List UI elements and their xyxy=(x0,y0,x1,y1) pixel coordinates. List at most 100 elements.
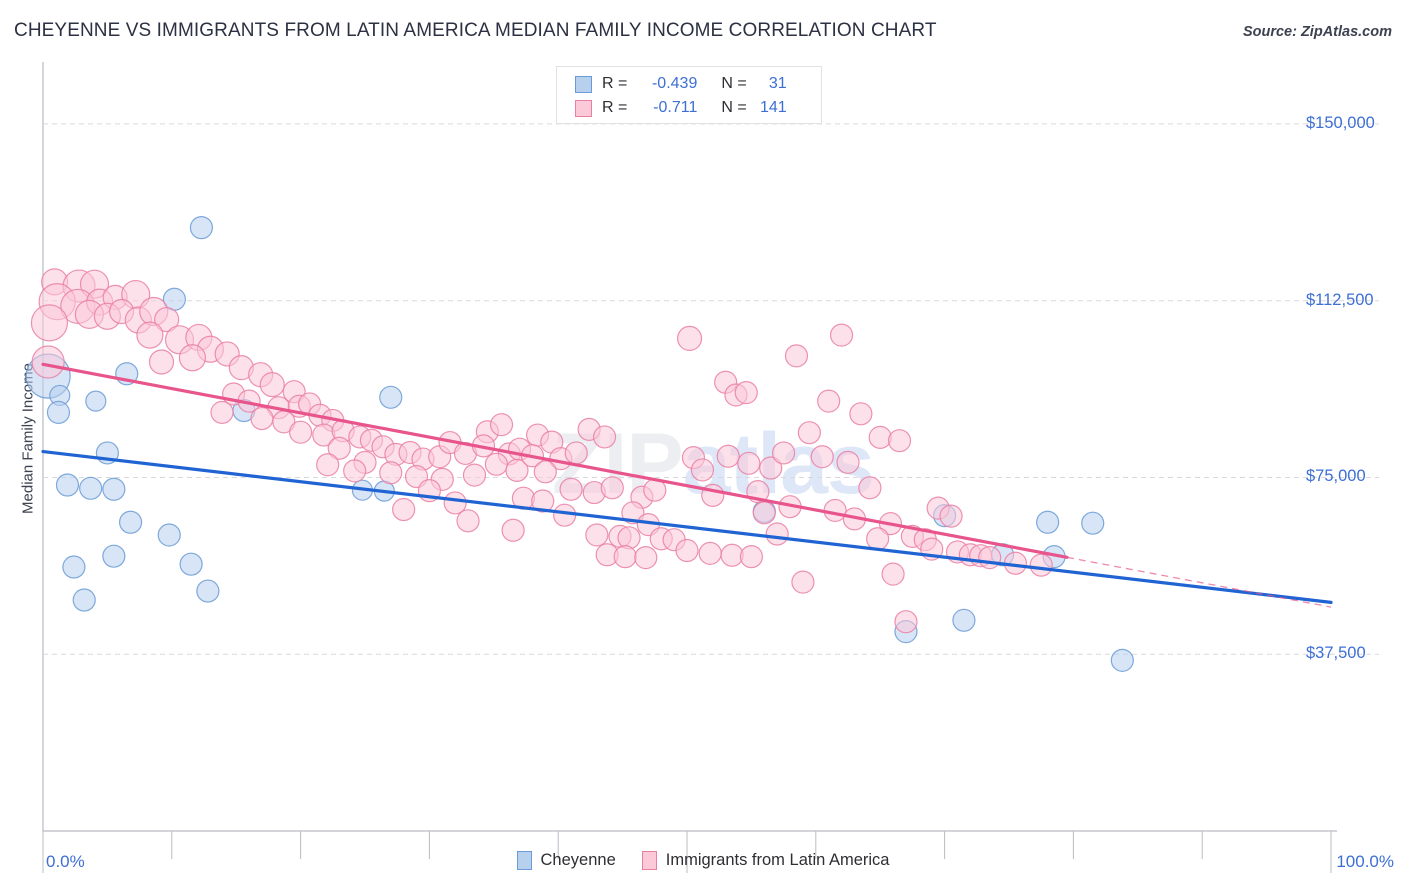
data-point xyxy=(136,321,164,349)
n-label-immigrants: N = xyxy=(721,99,747,116)
data-point xyxy=(690,458,715,482)
data-point xyxy=(196,579,220,603)
chart-legend: Cheyenne Immigrants from Latin America xyxy=(0,851,1406,870)
data-point xyxy=(849,402,873,426)
data-point xyxy=(501,518,525,542)
data-point xyxy=(698,541,722,565)
data-point xyxy=(797,421,821,445)
data-point xyxy=(1029,553,1053,577)
data-point xyxy=(178,344,207,372)
trendline-immigrants xyxy=(41,362,1069,559)
legend-item-immigrants[interactable]: Immigrants from Latin America xyxy=(641,851,890,870)
data-point xyxy=(79,476,103,500)
data-point xyxy=(858,476,882,500)
data-point xyxy=(157,523,181,547)
data-point xyxy=(1110,648,1134,672)
data-point xyxy=(737,451,761,475)
page-title: CHEYENNE VS IMMIGRANTS FROM LATIN AMERIC… xyxy=(14,20,937,41)
stat-row-cheyenne: R = -0.439 N = 31 xyxy=(557,72,821,96)
data-point xyxy=(894,610,918,634)
y-tick-label: $112,500 xyxy=(1306,290,1374,309)
data-point xyxy=(617,526,641,550)
data-point xyxy=(836,450,860,474)
series-immigrants xyxy=(30,268,1053,634)
legend-label-immigrants: Immigrants from Latin America xyxy=(665,851,890,869)
data-point xyxy=(759,456,783,480)
data-point xyxy=(675,538,699,563)
y-tick-label: $37,500 xyxy=(1306,644,1366,663)
data-point xyxy=(1036,510,1060,534)
data-point xyxy=(392,497,416,522)
source-label: Source: ZipAtlas.com xyxy=(1242,24,1392,40)
data-point xyxy=(866,527,890,551)
data-point xyxy=(505,458,529,482)
data-point xyxy=(810,445,834,469)
data-point xyxy=(600,476,624,500)
data-point xyxy=(289,420,313,444)
r-label-immigrants: R = xyxy=(602,99,628,116)
data-point xyxy=(189,216,214,240)
data-point xyxy=(823,498,847,523)
data-point xyxy=(720,543,744,567)
r-label-cheyenne: R = xyxy=(602,75,628,92)
data-point xyxy=(456,509,480,533)
correlation-stats-box: R = -0.439 N = 31 R = -0.711 N = 141 xyxy=(556,66,822,124)
data-point xyxy=(30,304,69,342)
data-point xyxy=(784,344,809,368)
legend-swatch-immigrants-icon xyxy=(641,851,657,870)
immigrants-swatch-icon xyxy=(575,99,592,117)
n-value-immigrants: 141 xyxy=(759,99,787,116)
data-point xyxy=(621,501,645,525)
x-axis-max-label: 100.0% xyxy=(1336,852,1394,871)
data-point xyxy=(443,491,467,515)
data-point xyxy=(564,441,588,465)
data-point xyxy=(118,510,143,534)
data-point xyxy=(462,463,487,487)
data-point xyxy=(791,570,815,594)
data-point xyxy=(62,555,86,579)
data-point xyxy=(592,425,617,449)
x-axis-min-label: 0.0% xyxy=(46,852,85,871)
data-point xyxy=(829,323,854,347)
data-point xyxy=(343,459,367,483)
data-point xyxy=(148,349,175,375)
data-point xyxy=(259,372,285,398)
data-point xyxy=(379,385,403,409)
data-point xyxy=(154,306,180,333)
data-point xyxy=(553,503,577,527)
data-point xyxy=(765,522,789,546)
data-point xyxy=(716,444,740,468)
legend-label-cheyenne: Cheyenne xyxy=(540,851,616,869)
y-tick-label: $150,000 xyxy=(1306,113,1375,132)
legend-item-cheyenne[interactable]: Cheyenne xyxy=(516,851,616,870)
r-value-cheyenne: -0.439 xyxy=(651,75,698,92)
data-point xyxy=(676,325,703,351)
n-label-cheyenne: N = xyxy=(721,75,747,92)
trendline-immigrants-extension xyxy=(1066,556,1332,608)
data-point xyxy=(379,461,403,485)
data-point xyxy=(46,400,71,425)
data-point xyxy=(952,608,976,632)
data-point xyxy=(585,523,609,547)
data-point xyxy=(72,588,96,612)
data-point xyxy=(179,552,203,576)
data-point xyxy=(939,504,963,528)
data-point xyxy=(327,436,351,460)
data-point xyxy=(881,562,905,586)
data-point xyxy=(559,477,583,501)
data-point xyxy=(752,501,776,525)
n-value-cheyenne: 31 xyxy=(768,75,787,92)
data-point xyxy=(739,545,764,569)
data-point xyxy=(316,453,340,477)
data-point xyxy=(55,473,80,497)
data-point xyxy=(210,400,234,425)
data-point xyxy=(484,452,508,476)
data-point xyxy=(817,389,841,413)
data-point xyxy=(771,441,796,465)
data-point xyxy=(734,381,758,405)
data-point xyxy=(533,460,557,484)
data-point xyxy=(1081,511,1105,535)
data-point xyxy=(887,429,912,453)
